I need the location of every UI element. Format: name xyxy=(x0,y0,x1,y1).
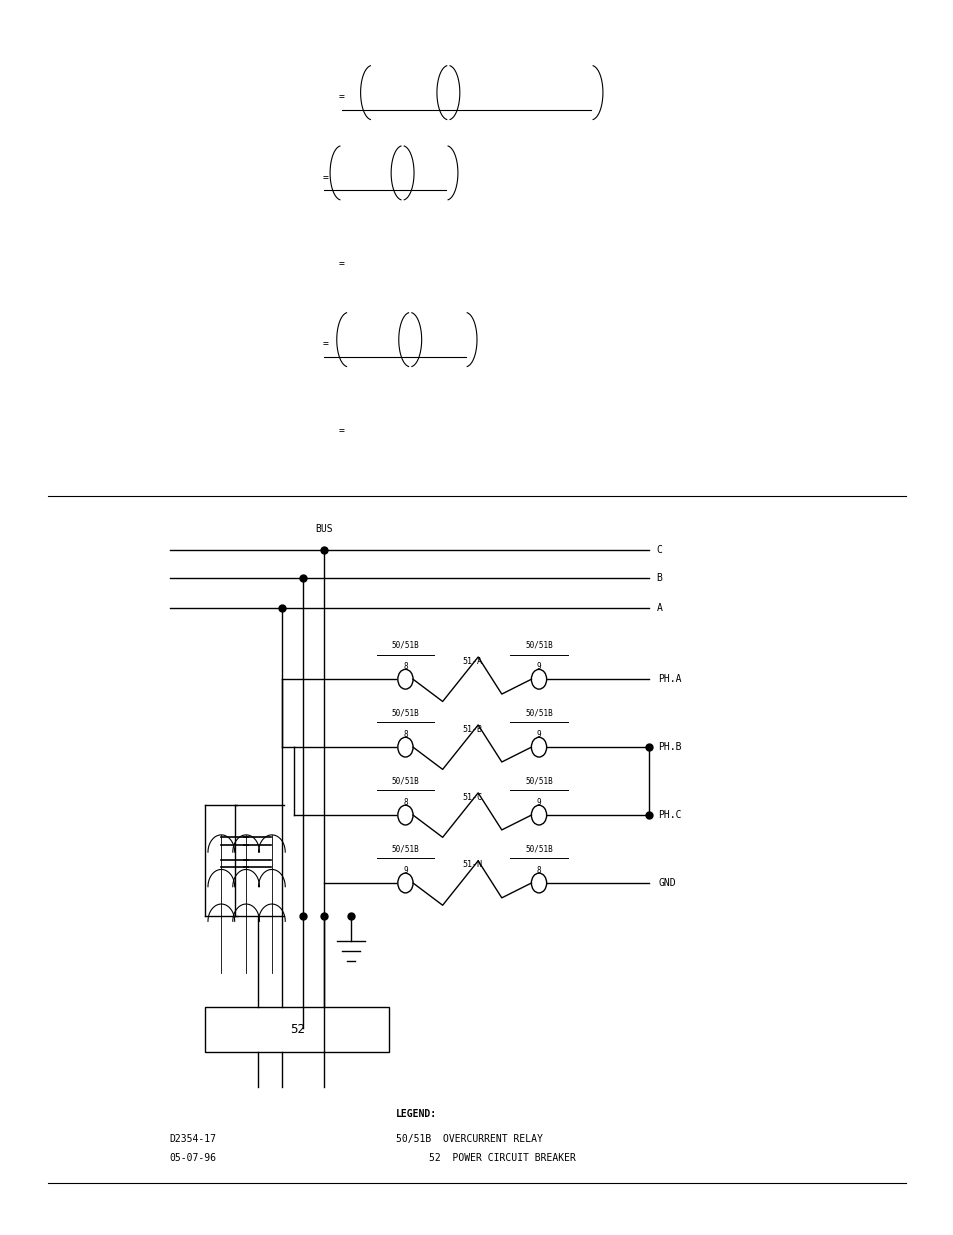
Text: 9: 9 xyxy=(537,730,540,740)
Text: =: = xyxy=(322,340,328,350)
Text: 9: 9 xyxy=(537,798,540,808)
Text: 9: 9 xyxy=(537,662,540,672)
Text: =: = xyxy=(338,426,344,436)
Text: 52  POWER CIRCUIT BREAKER: 52 POWER CIRCUIT BREAKER xyxy=(429,1153,576,1163)
Text: 50/51B: 50/51B xyxy=(524,777,553,785)
Text: LEGEND:: LEGEND: xyxy=(395,1109,436,1119)
Text: A: A xyxy=(656,603,661,613)
Text: 52: 52 xyxy=(290,1023,304,1036)
Text: 8: 8 xyxy=(403,730,407,740)
Text: C: C xyxy=(656,545,661,555)
Text: 50/51B  OVERCURRENT RELAY: 50/51B OVERCURRENT RELAY xyxy=(395,1134,542,1144)
Text: 50/51B: 50/51B xyxy=(524,709,553,718)
Text: PH.A: PH.A xyxy=(658,674,681,684)
Text: =: = xyxy=(338,93,344,103)
Text: 50/51B: 50/51B xyxy=(391,777,419,785)
Text: GND: GND xyxy=(658,878,675,888)
Text: 05-07-96: 05-07-96 xyxy=(170,1153,216,1163)
Text: 50/51B: 50/51B xyxy=(524,641,553,650)
Text: 8: 8 xyxy=(403,798,407,808)
Text: 50/51B: 50/51B xyxy=(391,641,419,650)
Text: 51-B: 51-B xyxy=(462,725,481,734)
Text: 51-C: 51-C xyxy=(462,793,481,802)
Text: 8: 8 xyxy=(403,662,407,672)
Bar xyxy=(205,1007,389,1052)
Text: =: = xyxy=(338,259,344,269)
Text: 50/51B: 50/51B xyxy=(391,709,419,718)
Text: 51-A: 51-A xyxy=(462,657,481,666)
Text: 51-N: 51-N xyxy=(462,861,481,869)
Text: =: = xyxy=(322,173,328,183)
Text: BUS: BUS xyxy=(315,524,333,534)
Text: PH.B: PH.B xyxy=(658,742,681,752)
Text: 50/51B: 50/51B xyxy=(391,845,419,853)
Text: D2354-17: D2354-17 xyxy=(170,1134,216,1144)
Text: PH.C: PH.C xyxy=(658,810,681,820)
Text: B: B xyxy=(656,573,661,583)
Text: 9: 9 xyxy=(403,866,407,876)
Text: 8: 8 xyxy=(537,866,540,876)
Text: 50/51B: 50/51B xyxy=(524,845,553,853)
